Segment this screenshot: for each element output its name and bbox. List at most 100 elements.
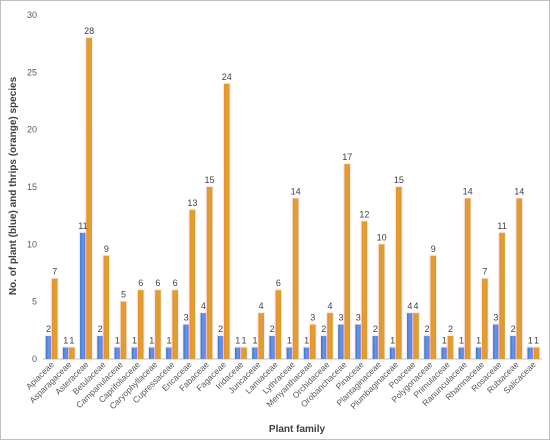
data-label: 3 [339,313,344,323]
data-label: 2 [373,324,378,334]
data-label: 15 [394,175,404,185]
data-label: 14 [514,186,524,196]
bar-thrips-species [533,347,540,359]
bar-thrips-species [69,347,75,359]
bar-thrips-species [137,290,144,359]
bar-plant-species [183,324,189,359]
data-label: 9 [104,244,109,254]
bar-plant-species [97,336,103,359]
bar-thrips-species [223,83,230,360]
data-label: 11 [78,221,87,231]
bar-plant-species [510,336,516,359]
bars [44,36,541,360]
bar-plant-species [424,336,430,359]
bar-plant-species [441,347,448,359]
bar-thrips-species [292,198,299,359]
axes: 051015202530ApiaceaeAsparagaceaeAsterace… [24,10,542,411]
data-label: 14 [463,186,473,196]
data-label: 17 [342,152,352,162]
bar-plant-species [493,324,499,359]
bar-plant-species [355,324,362,359]
bar-plant-species [303,347,310,359]
bar-thrips-species [430,255,437,359]
data-label: 5 [121,290,126,300]
data-label: 2 [218,324,223,334]
bar-thrips-species [258,313,264,359]
data-label: 3 [493,313,498,323]
data-label: 1 [442,336,447,346]
bar-plant-species [80,232,86,359]
data-label: 13 [187,198,197,208]
data-label: 4 [407,301,412,311]
bar-thrips-species [51,278,58,359]
data-label: 7 [482,267,487,277]
data-label: 10 [377,232,387,242]
data-label: 4 [259,301,264,311]
bar-thrips-species [310,324,316,359]
data-label: 3 [310,313,315,323]
data-label: 1 [241,336,246,346]
data-label: 1 [115,336,120,346]
data-label: 3 [184,313,189,323]
bar-plant-species [458,347,465,359]
bar-plant-species [166,347,172,359]
data-label: 1 [235,336,240,346]
data-label: 2 [448,324,453,334]
bar-plant-species [217,336,224,359]
y-tick-label: 30 [27,10,37,20]
data-label: 24 [222,72,232,82]
data-label: 11 [497,221,506,231]
bar-plant-species [338,324,344,359]
bar-thrips-species [344,164,351,359]
bar-thrips-species [103,255,110,359]
bar-plant-species [234,347,241,359]
bar-thrips-species [155,290,161,359]
data-label: 1 [69,336,74,346]
bar-thrips-species [413,313,419,359]
data-label: 1 [476,336,481,346]
data-label: 28 [84,26,94,36]
data-label: 6 [276,278,281,288]
data-label: 7 [52,267,57,277]
bar-plant-species [407,313,413,359]
data-label: 2 [270,324,275,334]
data-label: 4 [201,301,206,311]
data-label: 3 [356,313,361,323]
bar-thrips-species [327,313,333,359]
bar-plant-species [321,336,327,359]
data-label: 2 [46,324,51,334]
bar-thrips-species [241,347,247,359]
data-label: 1 [63,336,68,346]
bar-plant-species [200,313,207,359]
bar-plant-species [114,347,121,359]
bar-plant-species [389,347,396,359]
bar-thrips-species [464,198,471,359]
y-tick-label: 25 [27,67,37,77]
data-label: 15 [205,175,215,185]
y-tick-label: 20 [27,125,37,135]
bar-thrips-species [189,209,196,359]
bar-thrips-species [120,301,127,359]
data-label: 6 [173,278,178,288]
data-label: 1 [166,336,171,346]
y-tick-label: 5 [32,297,37,307]
y-tick-label: 10 [27,239,37,249]
bar-thrips-species [361,221,368,359]
data-label: 2 [98,324,103,334]
data-label: 1 [528,336,533,346]
bar-plant-species [286,347,293,359]
data-label: 6 [138,278,143,288]
data-label: 1 [287,336,292,346]
bar-plant-species [62,347,69,359]
bar-plant-species [475,347,482,359]
bar-thrips-species [172,290,178,359]
data-label: 1 [304,336,309,346]
data-label: 1 [252,336,257,346]
bar-plant-species [252,347,258,359]
data-label: 1 [132,336,137,346]
bar-plant-species [269,336,275,359]
data-label: 1 [534,336,539,346]
bar-plant-species [148,347,155,359]
